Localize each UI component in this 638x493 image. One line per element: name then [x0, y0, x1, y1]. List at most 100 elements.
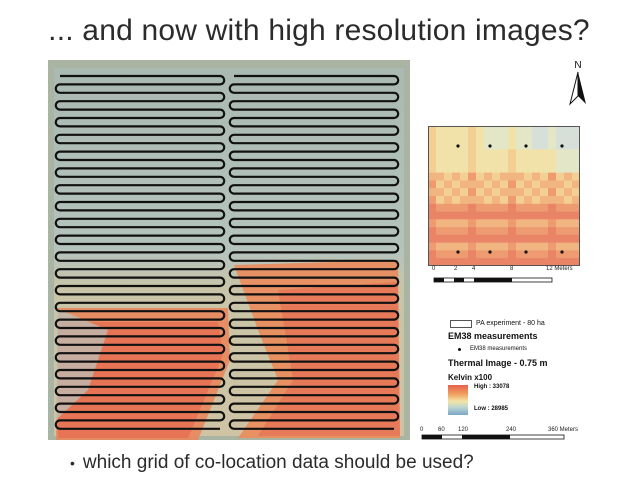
- inset-pixel: [468, 250, 477, 259]
- inset-pixel: [468, 203, 477, 212]
- inset-pixel: [572, 149, 580, 158]
- inset-pixel: [460, 242, 469, 251]
- inset-pixel: [540, 250, 549, 259]
- inset-pixel: [532, 172, 541, 181]
- inset-pixel: [556, 141, 565, 150]
- inset-pixel: [564, 157, 573, 166]
- inset-pixel: [500, 180, 509, 189]
- inset-pixel: [444, 234, 453, 243]
- legend-em38-row: EM38 measurements: [444, 343, 604, 356]
- inset-pixel: [556, 219, 565, 228]
- thermal-heading-text: Thermal Image - 0.75 m: [448, 358, 548, 368]
- inset-pixel: [500, 133, 509, 142]
- inset-pixel: [508, 157, 517, 166]
- inset-pixel: [452, 164, 461, 173]
- inset-pixel: [556, 149, 565, 158]
- inset-pixel: [532, 157, 541, 166]
- inset-pixel: [556, 203, 565, 212]
- inset-pixel: [572, 180, 580, 189]
- inset-scale-bar: 0 2 4 8 12 Meters: [428, 266, 578, 286]
- inset-pixel: [492, 188, 501, 197]
- inset-pixel: [556, 242, 565, 251]
- inset-pixel: [572, 211, 580, 220]
- inset-pixel: [428, 227, 437, 236]
- inset-pixel: [532, 242, 541, 251]
- inset-pixel: [428, 188, 437, 197]
- inset-pixel: [476, 141, 485, 150]
- inset-pixel: [524, 242, 533, 251]
- inset-pixel: [548, 227, 557, 236]
- inset-pixel: [548, 126, 557, 135]
- inset-pixel: [564, 219, 573, 228]
- inset-pixel: [476, 149, 485, 158]
- inset-pixel: [564, 141, 573, 150]
- inset-pixel: [476, 234, 485, 243]
- inset-pixel: [428, 234, 437, 243]
- inset-pixel: [532, 203, 541, 212]
- inset-pixel: [540, 188, 549, 197]
- inset-pixel: [564, 196, 573, 205]
- inset-pixel: [468, 149, 477, 158]
- inset-pixel: [444, 211, 453, 220]
- inset-pixel: [532, 258, 541, 266]
- inset-pixel: [564, 172, 573, 181]
- inset-pixel: [548, 250, 557, 259]
- inset-pixel: [428, 219, 437, 228]
- inset-pixel: [516, 227, 525, 236]
- inset-pixel: [500, 188, 509, 197]
- inset-pixel: [460, 250, 469, 259]
- inset-pixel: [468, 242, 477, 251]
- inset-pixel: [444, 188, 453, 197]
- inset-pixel: [444, 126, 453, 135]
- inset-pixel: [444, 164, 453, 173]
- inset-pixel: [564, 242, 573, 251]
- inset-pixel: [468, 227, 477, 236]
- inset-pixel: [492, 180, 501, 189]
- inset-pixel: [524, 227, 533, 236]
- inset-pixel: [484, 234, 493, 243]
- inset-pixel: [468, 211, 477, 220]
- inset-pixel: [468, 133, 477, 142]
- inset-pixel: [548, 211, 557, 220]
- inset-pixel: [572, 250, 580, 259]
- inset-pixel: [548, 141, 557, 150]
- em38-point: [524, 250, 528, 254]
- inset-pixel: [468, 180, 477, 189]
- inset-pixel: [516, 258, 525, 266]
- inset-pixel: [492, 133, 501, 142]
- inset-pixel: [548, 188, 557, 197]
- inset-pixel: [492, 141, 501, 150]
- inset-pixel: [500, 126, 509, 135]
- inset-pixel: [524, 219, 533, 228]
- inset-pixel: [508, 126, 517, 135]
- inset-pixel: [436, 211, 445, 220]
- em38-transects: [54, 74, 400, 430]
- inset-pixel: [428, 211, 437, 220]
- inset-pixel: [572, 133, 580, 142]
- inset-pixel: [556, 157, 565, 166]
- inset-pixel: [556, 188, 565, 197]
- inset-pixel: [524, 250, 533, 259]
- inset-pixel: [468, 219, 477, 228]
- inset-pixel: [556, 133, 565, 142]
- inset-pixel: [476, 219, 485, 228]
- inset-pixel: [532, 141, 541, 150]
- inset-pixel: [524, 157, 533, 166]
- inset-pixel: [484, 219, 493, 228]
- inset-pixel: [540, 196, 549, 205]
- inset-pixel: [500, 211, 509, 220]
- inset-pixel: [516, 188, 525, 197]
- inset-pixel: [516, 196, 525, 205]
- inset-pixel: [572, 126, 580, 135]
- inset-pixel: [508, 203, 517, 212]
- main-scale-label: 60: [438, 427, 445, 433]
- inset-pixel: [484, 180, 493, 189]
- inset-pixel: [492, 157, 501, 166]
- inset-pixel: [444, 258, 453, 266]
- em38-point: [488, 144, 492, 148]
- inset-pixel: [524, 211, 533, 220]
- inset-pixel: [508, 149, 517, 158]
- inset-pixel: [540, 164, 549, 173]
- main-scale-label: 0: [420, 427, 424, 433]
- inset-pixel: [500, 219, 509, 228]
